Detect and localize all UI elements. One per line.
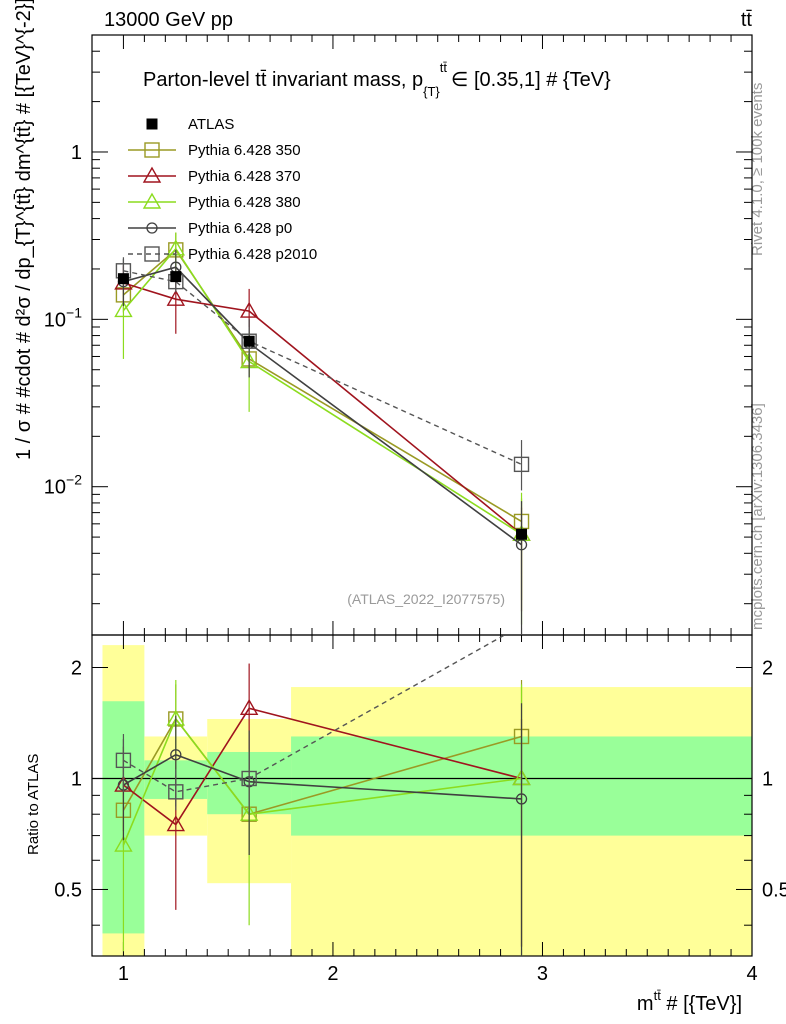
legend-label: Pythia 6.428 370 bbox=[188, 168, 301, 185]
ratio-marker bbox=[166, 815, 186, 832]
process-label: tt̄ bbox=[741, 9, 753, 31]
ratio-marker bbox=[114, 835, 133, 852]
x-tick-label: 3 bbox=[537, 963, 548, 985]
series-marker bbox=[114, 301, 133, 318]
y-tick-label: 10−1 bbox=[44, 304, 82, 331]
y-tick-label: 1 bbox=[71, 142, 82, 164]
axis-tick-labels: 1 2 3 4 1 10−1 10−2 2 2 1 1 0.5 0.5 bbox=[44, 142, 786, 985]
legend-label: Pythia 6.428 380 bbox=[188, 194, 301, 211]
energy-label: 13000 GeV pp bbox=[104, 9, 233, 31]
mcplots-source-label: mcplots.cern.ch [arXiv:1306.3436] bbox=[749, 403, 766, 630]
axis-ticks bbox=[92, 34, 753, 956]
series-marker bbox=[241, 333, 257, 349]
data-marker bbox=[243, 335, 255, 347]
legend-label: Pythia 6.428 p2010 bbox=[188, 246, 317, 263]
data-marker bbox=[170, 271, 182, 283]
series-line-4 bbox=[123, 270, 522, 465]
ratio-marker bbox=[241, 770, 257, 787]
x-axis-label: mtt̄ # [{TeV}] bbox=[637, 988, 742, 1015]
series-marker bbox=[513, 456, 530, 473]
legend-label: Pythia 6.428 350 bbox=[188, 142, 301, 159]
legend-marker bbox=[142, 166, 162, 183]
legend-marker bbox=[144, 246, 160, 262]
series-line-2 bbox=[122, 247, 522, 535]
ratio-y-tick-label-right: 2 bbox=[762, 657, 773, 679]
ratio-y-axis-label: Ratio to ATLAS bbox=[25, 754, 42, 855]
legend-marker bbox=[146, 222, 158, 234]
series-line-3 bbox=[123, 266, 522, 546]
chart-title: Parton-level tt̄ invariant mass, p{T}tt̄… bbox=[143, 60, 611, 99]
ratio-y-tick-label-right: 1 bbox=[762, 768, 773, 790]
ratio-marker bbox=[239, 698, 259, 716]
x-tick-label: 1 bbox=[118, 963, 129, 985]
legend-label: ATLAS bbox=[188, 116, 234, 133]
x-tick-label: 4 bbox=[746, 963, 757, 985]
ratio-line-4 bbox=[123, 635, 507, 793]
ratio-marker bbox=[515, 793, 528, 805]
legend-label: Pythia 6.428 p0 bbox=[188, 220, 292, 237]
series-marker bbox=[166, 289, 186, 306]
data-marker bbox=[117, 273, 129, 285]
ratio-y-tick-label-left: 2 bbox=[71, 657, 82, 679]
ratio-marker bbox=[168, 784, 184, 800]
series-marker bbox=[239, 301, 259, 318]
ratio-line-2 bbox=[122, 717, 522, 846]
analysis-id-label: (ATLAS_2022_I2077575) bbox=[347, 591, 505, 607]
main-panel-series bbox=[114, 232, 531, 635]
ratio-marker bbox=[170, 749, 182, 761]
legend-marker bbox=[144, 142, 160, 158]
ratio-y-tick-label-left: 0.5 bbox=[54, 879, 82, 901]
data-marker bbox=[516, 528, 528, 540]
y-axis-label: 1 / σ # #cdot # d²σ / dp_{T}^{tt̄} dm^{t… bbox=[13, 0, 35, 460]
ratio-marker bbox=[115, 752, 132, 769]
legend-marker bbox=[142, 192, 162, 209]
ratio-y-tick-label-left: 1 bbox=[71, 768, 82, 790]
legend-marker bbox=[146, 118, 158, 130]
ratio-panel-series bbox=[114, 635, 531, 956]
series-line-0 bbox=[122, 248, 522, 523]
ratio-line-3 bbox=[123, 753, 522, 800]
rivet-version-label: Rivet 4.1.0, ≥ 100k events bbox=[749, 83, 766, 256]
ratio-y-tick-label-right: 0.5 bbox=[762, 879, 786, 901]
x-tick-label: 2 bbox=[327, 963, 338, 985]
y-tick-label: 10−2 bbox=[44, 472, 82, 499]
series-marker bbox=[515, 539, 528, 551]
legend: ATLAS Pythia 6.428 350 Pythia 6.428 370 Pyt… bbox=[128, 116, 317, 263]
